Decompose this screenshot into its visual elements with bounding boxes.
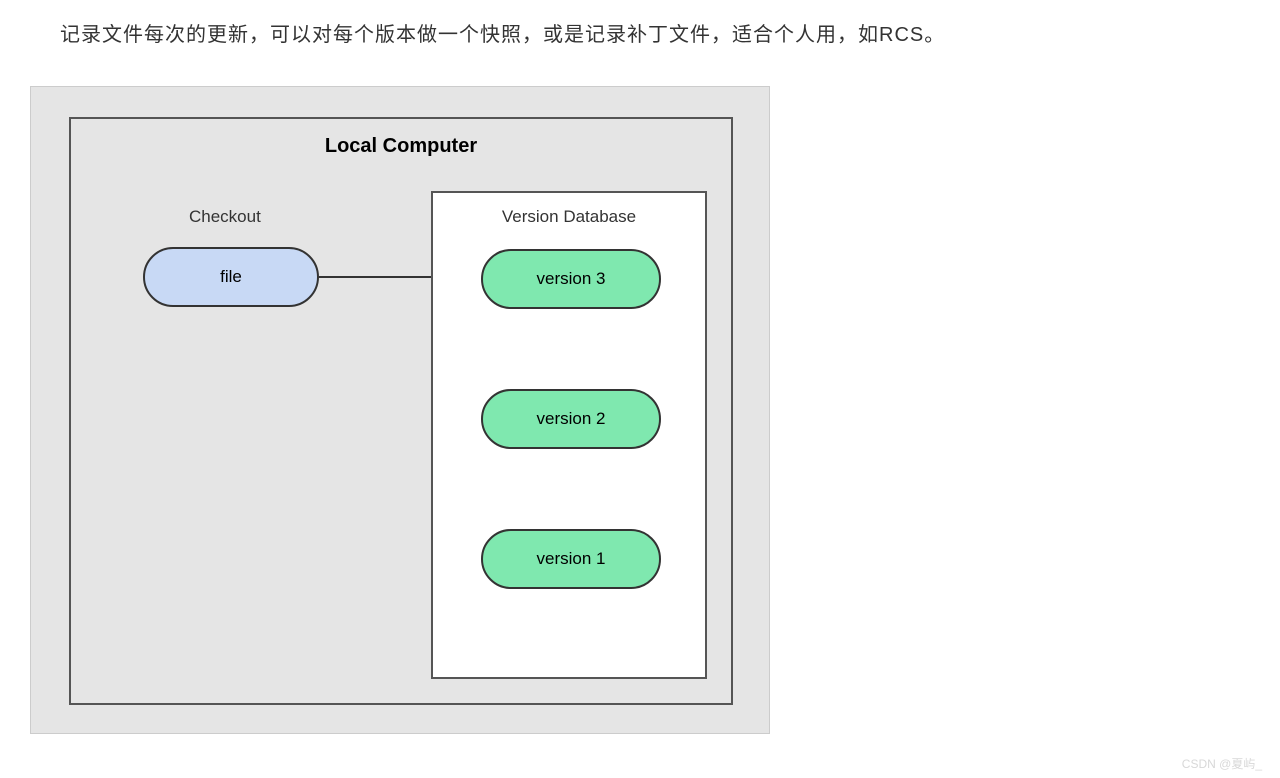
version-database-box: Version Database version 3 version 2 ver… [431, 191, 707, 679]
file-node: file [143, 247, 319, 307]
version-node-2-label: version 2 [537, 409, 606, 429]
diagram-outer-panel: Local Computer Checkout file Version Dat… [30, 86, 770, 734]
caption-text: 记录文件每次的更新，可以对每个版本做一个快照，或是记录补丁文件，适合个人用，如R… [60, 18, 945, 47]
version-node-2: version 2 [481, 389, 661, 449]
version-node-1-label: version 1 [537, 549, 606, 569]
watermark-text: CSDN @夏屿_ [1182, 755, 1262, 772]
version-database-title: Version Database [433, 207, 705, 227]
local-computer-title: Local Computer [71, 135, 731, 158]
version-node-1: version 1 [481, 529, 661, 589]
local-computer-box: Local Computer Checkout file Version Dat… [69, 117, 733, 705]
file-node-label: file [220, 267, 242, 287]
checkout-label: Checkout [189, 207, 261, 227]
version-node-3-label: version 3 [537, 269, 606, 289]
version-node-3: version 3 [481, 249, 661, 309]
